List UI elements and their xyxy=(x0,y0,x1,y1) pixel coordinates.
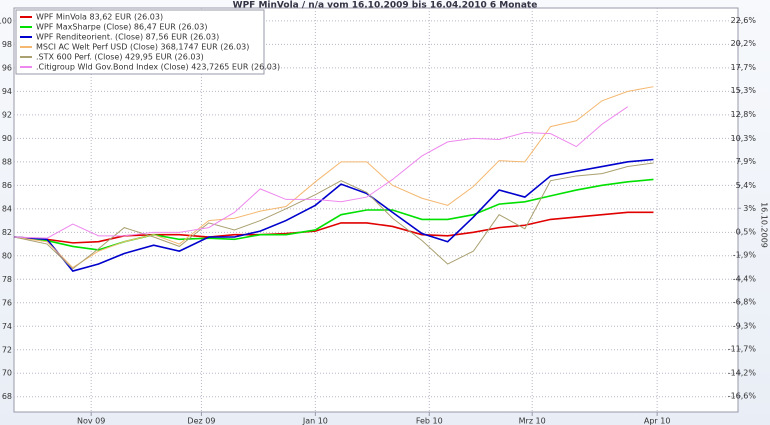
y-tick-label: 68 xyxy=(2,392,12,401)
legend-box xyxy=(15,9,265,75)
series-line xyxy=(13,106,629,239)
y-tick-label: 84 xyxy=(2,204,12,213)
series-line xyxy=(13,162,654,270)
y2-tick-label: 7,9% xyxy=(736,157,757,166)
legend-label: WPF MinVola 83,62 EUR (26.03) xyxy=(36,13,163,22)
y-tick-label: 88 xyxy=(2,157,12,166)
y-tick-label: 76 xyxy=(2,298,12,307)
y-tick-label: 72 xyxy=(2,345,12,354)
y2-tick-label: 5,4% xyxy=(736,181,757,190)
y2-tick-label: -14,2% xyxy=(728,369,757,378)
legend: WPF MinVola 83,62 EUR (26.03)WPF MaxShar… xyxy=(15,9,280,75)
y2-tick-label: 15,3% xyxy=(731,86,757,95)
x-tick-label: Nov 09 xyxy=(77,417,105,425)
legend-label: WPF Renditeorient. (Close) 87,56 EUR (26… xyxy=(36,33,219,42)
y-tick-label: 74 xyxy=(2,322,12,331)
y-tick-label: 78 xyxy=(2,275,12,284)
y2-tick-label: 17,7% xyxy=(731,63,757,72)
y-tick-label: 92 xyxy=(2,110,12,119)
y2-tick-label: -9,3% xyxy=(733,322,757,331)
y-tick-label: 98 xyxy=(2,40,12,49)
y-tick-label: 94 xyxy=(2,87,12,96)
y2-tick-label: 3% xyxy=(743,204,756,213)
y2-tick-label: 22,6% xyxy=(731,16,757,25)
x-tick-label: Dez 09 xyxy=(187,417,215,425)
x-tick-label: Mrz 10 xyxy=(519,417,546,425)
y2-tick-label: 20,2% xyxy=(731,39,757,48)
y-tick-label: 90 xyxy=(2,134,12,143)
y-tick-label: 70 xyxy=(2,369,12,378)
legend-label: .Citigroup Wld Gov.Bond Index (Close) 42… xyxy=(36,63,280,72)
y2-tick-label: 10,3% xyxy=(731,134,757,143)
x-tick-label: Jan 10 xyxy=(302,417,328,425)
y-tick-label: 96 xyxy=(2,63,12,72)
y2-tick-label: -6,8% xyxy=(733,298,757,307)
y2-tick-label: 0,5% xyxy=(736,228,757,237)
y2-tick-label: -1,9% xyxy=(733,251,757,260)
chart-title: WPF MinVola / n/a vom 16.10.2009 bis 16.… xyxy=(233,1,538,11)
y2-tick-label: -4,4% xyxy=(733,275,757,284)
y2-tick-label: -11,7% xyxy=(728,345,757,354)
x-tick-label: Feb 10 xyxy=(416,417,443,425)
y-tick-label: 82 xyxy=(2,228,12,237)
y2-tick-label: -16,6% xyxy=(728,392,757,401)
y-tick-label: 100 xyxy=(0,16,12,25)
y2-axis-title: 16.10.2009 xyxy=(760,202,769,248)
series-line xyxy=(13,158,654,272)
y2-tick-label: 12,8% xyxy=(731,110,757,119)
legend-label: MSCI AC Welt Perf USD (Close) 368,1747 E… xyxy=(36,43,249,52)
legend-label: .STX 600 Perf. (Close) 429,95 EUR (26.03… xyxy=(36,53,204,62)
y-tick-label: 80 xyxy=(2,251,12,260)
y-tick-label: 86 xyxy=(2,181,12,190)
x-tick-label: Apr 10 xyxy=(644,417,671,425)
legend-label: WPF MaxSharpe (Close) 86,47 EUR (26.03) xyxy=(36,23,207,32)
series-line xyxy=(13,86,654,269)
